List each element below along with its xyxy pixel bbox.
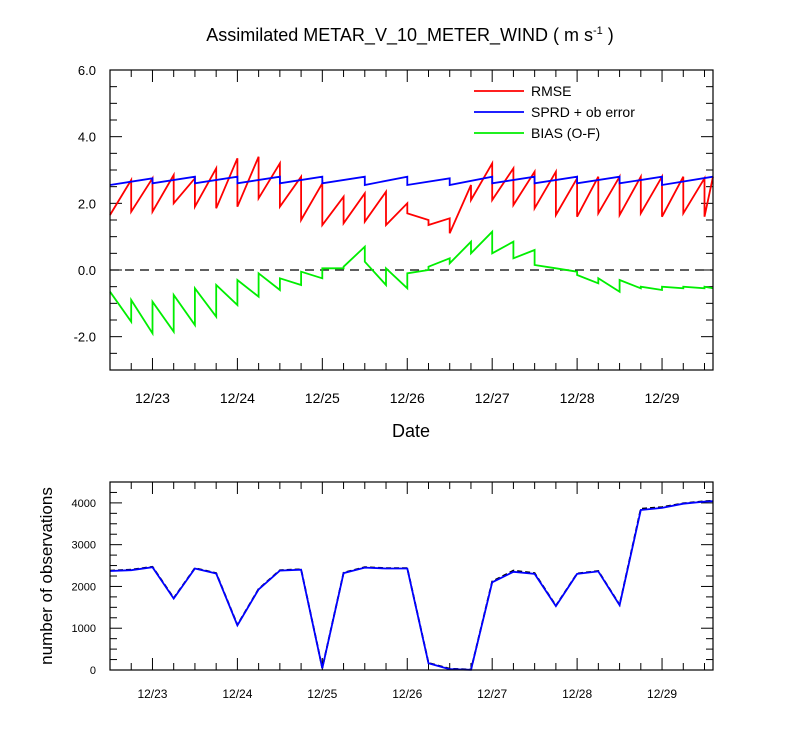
top-plot-frame <box>109 69 714 371</box>
legend-label-rmse: RMSE <box>531 83 571 99</box>
chart-title-tail: ) <box>603 25 614 45</box>
x-tick-label: 12/24 <box>220 390 255 406</box>
chart-title-units-sup: -1 <box>593 25 603 37</box>
x-tick-label: 12/29 <box>647 687 677 701</box>
bottom-plot-frame <box>109 481 714 671</box>
x-tick-label: 12/27 <box>475 390 510 406</box>
x-tick-label: 12/27 <box>477 687 507 701</box>
y-tick-label: 6.0 <box>78 63 96 78</box>
y-tick-label: 2.0 <box>78 196 96 211</box>
chart-title-main: Assimilated METAR_V_10_METER_WIND ( m s <box>206 25 593 46</box>
y-tick-label: 0.0 <box>78 263 96 278</box>
legend-label-sprd: SPRD + ob error <box>531 104 635 120</box>
x-tick-label: 12/23 <box>137 687 167 701</box>
y-tick-label: 4.0 <box>78 130 96 145</box>
series-line-rmse <box>109 156 714 234</box>
top-y-tick-labels: -2.0 0.0 2.0 4.0 6.0 <box>74 63 96 345</box>
bottom-axis-ticks <box>110 481 713 671</box>
top-x-tick-labels: 12/23 12/24 12/25 12/26 12/27 12/28 12/29 <box>135 390 680 406</box>
legend-label-bias: BIAS (O-F) <box>531 125 600 141</box>
series-line-bias-o-f <box>109 229 714 337</box>
x-tick-label: 12/28 <box>560 390 595 406</box>
bottom-y-tick-labels: 0 1000 2000 3000 4000 <box>72 498 96 677</box>
x-tick-label: 12/29 <box>645 390 680 406</box>
x-tick-label: 12/28 <box>562 687 592 701</box>
x-tick-label: 12/25 <box>307 687 337 701</box>
rmse-spread-bias-panel: Assimilated METAR_V_10_METER_WIND ( m s-… <box>74 25 714 441</box>
series-line-assimilated <box>109 500 714 671</box>
series-line-sprd-ob-error <box>109 175 714 187</box>
chart-title: Assimilated METAR_V_10_METER_WIND ( m s-… <box>206 25 614 46</box>
x-tick-label: 12/24 <box>222 687 252 701</box>
x-tick-label: 12/25 <box>305 390 340 406</box>
legend: RMSE SPRD + ob error BIAS (O-F) <box>474 83 635 141</box>
bottom-x-tick-labels: 12/23 12/24 12/25 12/26 12/27 12/28 12/29 <box>137 687 677 701</box>
y-tick-label: -2.0 <box>74 330 96 345</box>
top-axis-ticks <box>110 69 713 371</box>
y-tick-label: 4000 <box>72 498 96 510</box>
bottom-series-lines <box>109 499 714 671</box>
x-tick-label: 12/23 <box>135 390 170 406</box>
y-tick-label: 3000 <box>72 540 96 552</box>
y-tick-label: 1000 <box>72 623 96 635</box>
x-tick-label: 12/26 <box>390 390 425 406</box>
x-tick-label: 12/26 <box>392 687 422 701</box>
y-axis-label: number of observations <box>37 487 56 665</box>
x-axis-label: Date <box>392 421 430 441</box>
y-tick-label: 0 <box>90 665 96 677</box>
top-series-lines <box>109 156 714 337</box>
y-tick-label: 2000 <box>72 581 96 593</box>
